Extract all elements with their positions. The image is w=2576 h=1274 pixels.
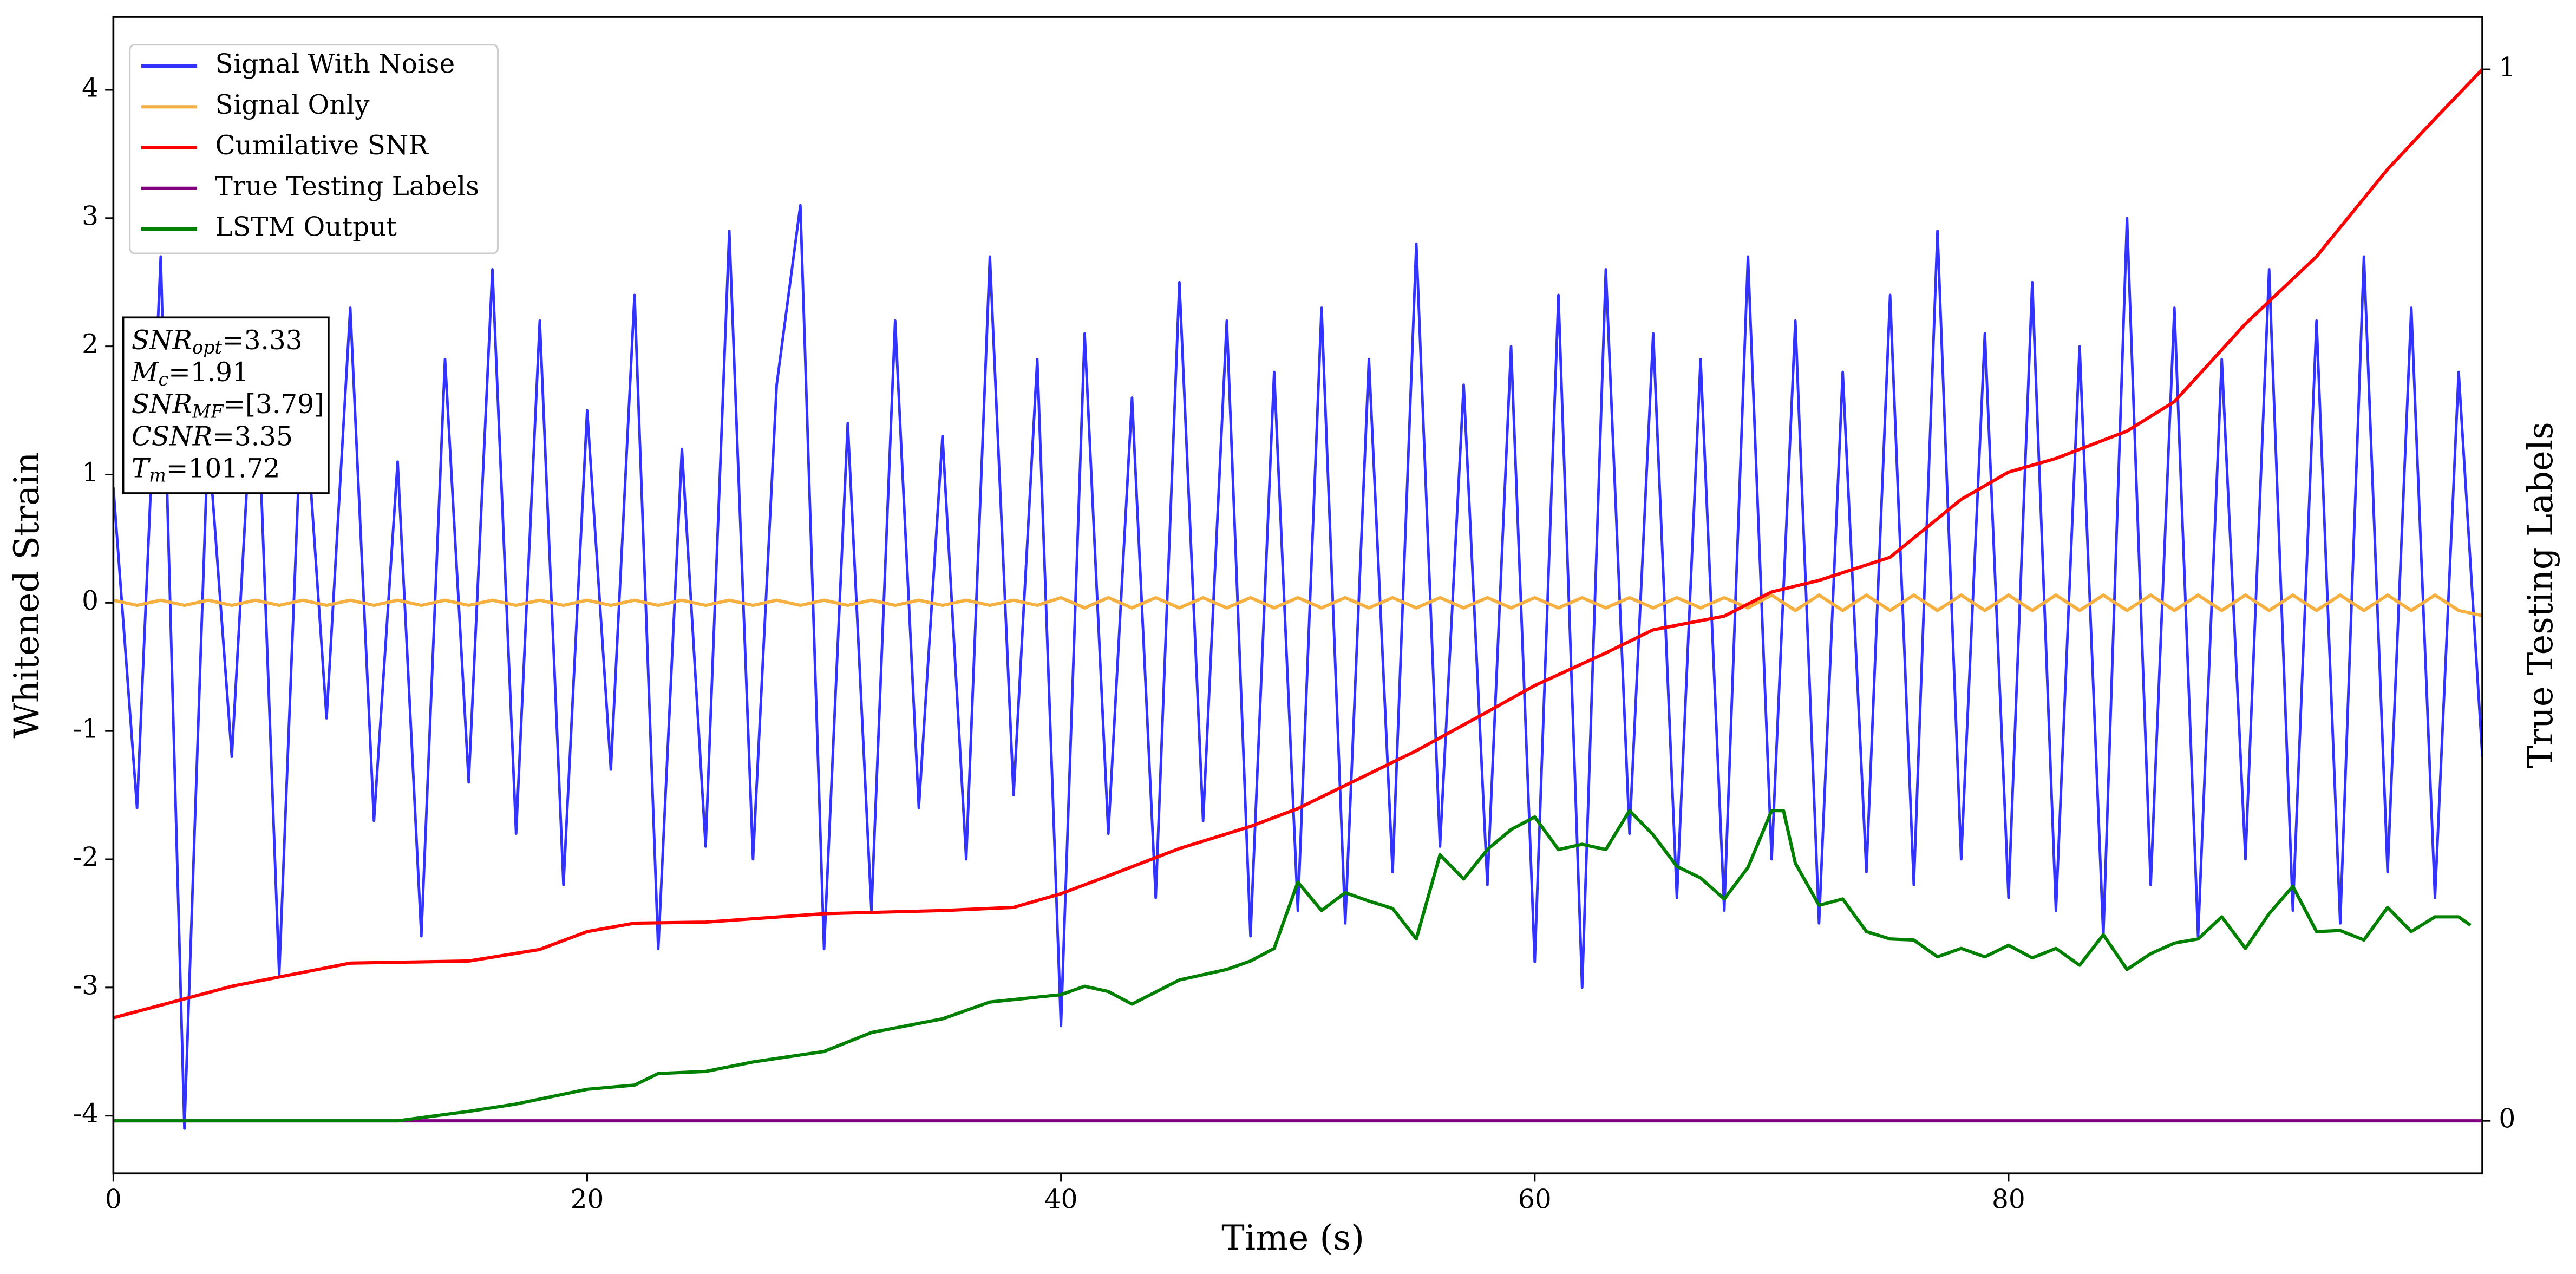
annotation-symbol: SNR xyxy=(132,389,192,420)
legend-box xyxy=(129,44,499,254)
x-tick-label: 40 xyxy=(1044,1184,1078,1214)
y2-tick-label: 0 xyxy=(2499,1104,2515,1134)
annotation-line: SNRMF=[3.79] xyxy=(132,389,324,422)
legend-label: True Testing Labels xyxy=(215,171,480,201)
series-line xyxy=(113,204,2483,1130)
annotation-symbol: T xyxy=(132,453,151,484)
plot-frame xyxy=(112,16,2483,1175)
legend-label: Cumilative SNR xyxy=(215,130,429,161)
annotation-value: =101.72 xyxy=(166,453,280,484)
y-tick-label: -2 xyxy=(73,842,99,873)
y2-tick-label: 1 xyxy=(2499,53,2515,83)
y-tick-label: 0 xyxy=(82,586,99,616)
series-line xyxy=(113,593,2483,617)
y-tick-label: 2 xyxy=(82,329,99,360)
annotation-line: CSNR=3.35 xyxy=(132,421,293,452)
annotation-value: =3.35 xyxy=(212,421,293,452)
annotation-symbol: SNR xyxy=(132,325,192,355)
y2-axis-label: True Testing Labels xyxy=(2521,422,2561,768)
annotation-line: SNRopt=3.33 xyxy=(132,325,303,358)
annotation-subscript: c xyxy=(158,369,168,390)
annotation-value: =[3.79] xyxy=(223,389,324,420)
y-tick-label: -4 xyxy=(73,1099,99,1129)
y-tick-label: 1 xyxy=(82,458,99,488)
y-tick-label: -1 xyxy=(73,714,99,744)
y-tick-label: -3 xyxy=(73,970,99,1001)
x-axis-label: Time (s) xyxy=(1221,1218,1364,1258)
y-tick-label: 3 xyxy=(82,201,99,231)
annotation-line: Mc=1.91 xyxy=(131,357,249,390)
y-axis-label: Whitened Strain xyxy=(7,452,47,739)
legend-label: LSTM Output xyxy=(215,212,397,243)
annotation-subscript: opt xyxy=(192,337,222,358)
annotation-symbol: M xyxy=(131,357,159,387)
plot-area xyxy=(113,68,2483,1130)
series-line xyxy=(113,809,2472,1123)
x-tick-label: 80 xyxy=(1992,1184,2025,1214)
annotation-value: =3.33 xyxy=(222,325,303,355)
legend-label: Signal Only xyxy=(215,90,370,120)
annotation-box xyxy=(122,316,330,494)
annotation-symbol: CSNR xyxy=(132,421,212,452)
y-tick-label: 4 xyxy=(82,73,99,103)
x-tick-label: 0 xyxy=(105,1184,122,1214)
annotation: SNRopt=3.33Mc=1.91SNRMF=[3.79]CSNR=3.35T… xyxy=(122,316,330,494)
x-tick-label: 20 xyxy=(571,1184,604,1214)
annotation-subscript: MF xyxy=(192,401,224,422)
legend: Signal With Noise Signal Only Cumilative S… xyxy=(129,44,499,254)
annotation-line: Tm=101.72 xyxy=(132,453,280,486)
annotation-subscript: m xyxy=(149,465,166,486)
legend-label: Signal With Noise xyxy=(215,49,455,80)
x-tick-label: 60 xyxy=(1518,1184,1552,1214)
series-line xyxy=(113,68,2483,1020)
annotation-value: =1.91 xyxy=(168,357,249,387)
